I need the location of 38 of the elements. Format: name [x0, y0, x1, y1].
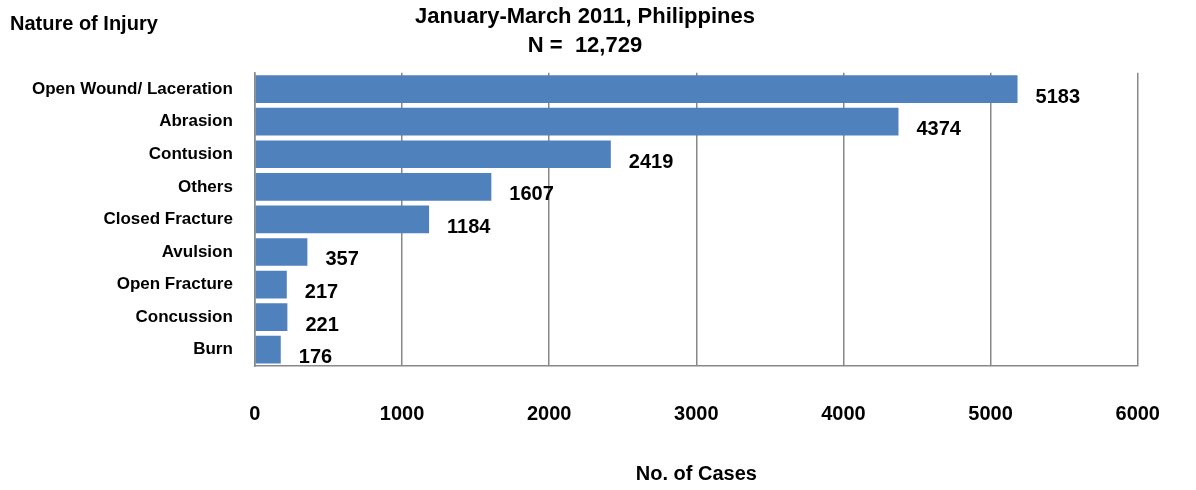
data-label: 2419: [628, 149, 674, 172]
x-tick-label: 4000: [821, 401, 866, 424]
x-axis-title: No. of Cases: [635, 461, 757, 484]
bar: [255, 75, 1018, 103]
y-tick-label: Avulsion: [161, 241, 233, 261]
chart-subtitle: N = 12,729: [527, 31, 643, 57]
y-tick-label: Closed Fracture: [103, 209, 233, 229]
y-tick-label: Abrasion: [159, 111, 233, 131]
x-tick-label: 1000: [379, 401, 425, 424]
data-label: 357: [325, 247, 359, 270]
bar: [255, 270, 287, 299]
y-tick-label: Others: [178, 176, 233, 196]
bar: [255, 335, 281, 364]
bar: [255, 107, 899, 136]
y-tick-label: Concussion: [135, 306, 233, 326]
data-label: 221: [305, 312, 339, 335]
bar: [255, 172, 492, 201]
data-label: 176: [298, 345, 333, 368]
data-label: 4374: [916, 117, 962, 140]
y-tick-label: Burn: [193, 339, 233, 359]
bar: [255, 303, 288, 331]
y-tick-label: Open Wound/ Laceration: [31, 78, 233, 98]
x-tick-label: 2000: [526, 401, 572, 424]
x-tick-label: 6000: [1115, 401, 1160, 424]
y-tick-label: Open Fracture: [116, 274, 233, 294]
data-label: 1607: [509, 182, 554, 205]
data-label: 217: [304, 280, 339, 303]
y-tick-label: Contusion: [148, 143, 233, 163]
x-tick-label: 0: [249, 401, 261, 424]
bar: [255, 140, 611, 169]
y-axis-title: Nature of Injury: [10, 12, 158, 35]
x-tick-label: 5000: [968, 401, 1013, 424]
bar: [255, 238, 308, 266]
data-label: 5183: [1035, 84, 1081, 107]
chart-title: January-March 2011, Philippines: [415, 3, 755, 29]
x-tick-label: 3000: [674, 401, 719, 424]
bar: [255, 205, 430, 234]
data-label: 1184: [447, 214, 492, 237]
